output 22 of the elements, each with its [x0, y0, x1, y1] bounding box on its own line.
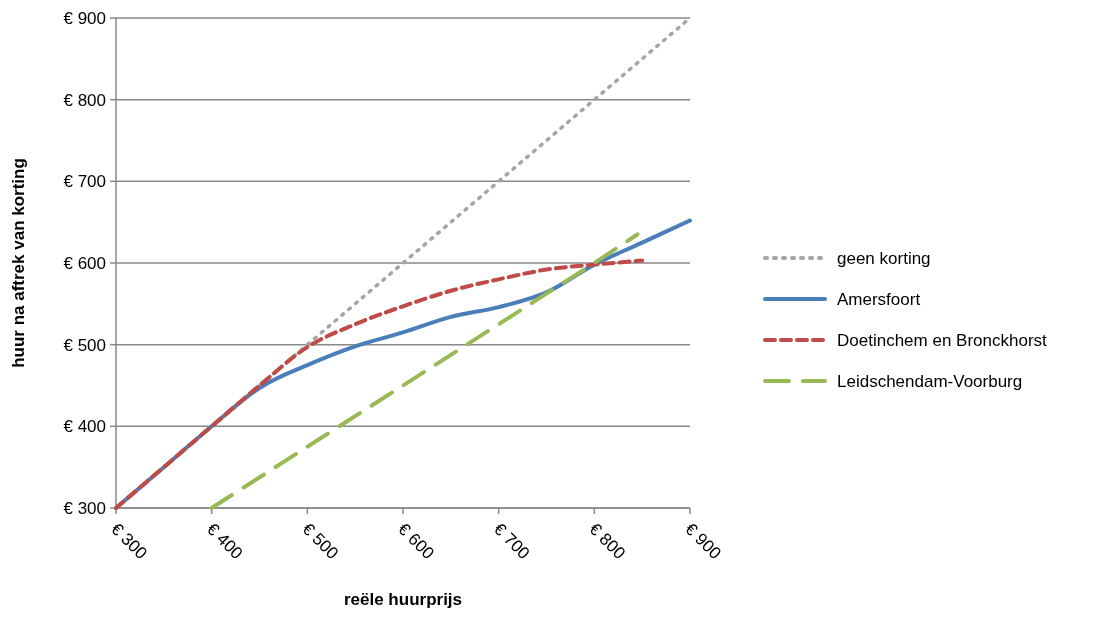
legend-label: Leidschendam-Voorburg	[837, 371, 1023, 391]
y-tick-label: € 500	[63, 335, 106, 355]
y-tick-label: € 800	[63, 90, 106, 110]
legend-label: geen korting	[837, 248, 931, 268]
x-tick-label: € 900	[681, 519, 725, 563]
legend-label: Doetinchem en Bronckhorst	[837, 330, 1048, 350]
x-tick-label: € 400	[202, 519, 247, 563]
y-tick-label: € 600	[63, 253, 106, 273]
line-series	[209, 232, 640, 510]
x-tick-label: € 700	[489, 519, 534, 563]
y-axis-title: huur na aftrek van korting	[9, 158, 28, 368]
x-tick-label: € 800	[585, 519, 630, 563]
y-tick-label: € 700	[63, 172, 106, 192]
legend-label: Amersfoort	[837, 289, 921, 309]
x-tick-label: € 600	[394, 519, 438, 563]
line-series	[114, 258, 645, 510]
x-axis-title: reële huurprijs	[343, 590, 463, 609]
x-tick-label: € 500	[298, 519, 343, 563]
x-tick-label: € 300	[107, 519, 151, 563]
y-tick-label: € 400	[63, 417, 106, 437]
y-tick-label: € 900	[63, 8, 106, 28]
y-tick-label: € 300	[63, 498, 106, 518]
